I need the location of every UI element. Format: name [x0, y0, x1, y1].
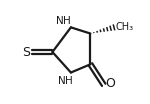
Text: O: O: [105, 77, 115, 90]
Text: N: N: [56, 16, 63, 26]
Text: S: S: [22, 46, 30, 58]
Text: H: H: [65, 76, 72, 86]
Text: N: N: [58, 76, 65, 86]
Text: H: H: [63, 16, 70, 26]
Text: CH₃: CH₃: [115, 22, 133, 32]
